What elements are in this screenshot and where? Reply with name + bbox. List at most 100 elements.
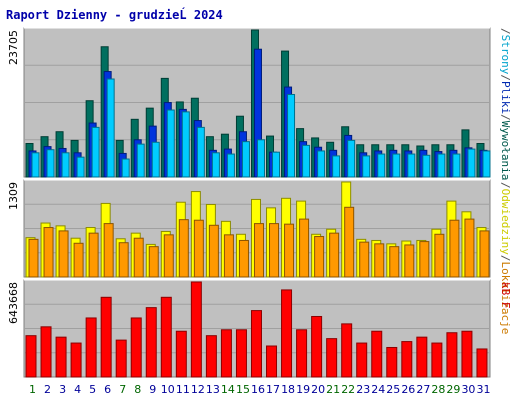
bar-lokalizacje-day-31 [479, 230, 490, 278]
x-tick-label-day-14: 14 [221, 383, 235, 396]
bar-kb-f-day-26 [401, 341, 413, 378]
bar-lokalizacje-day-4 [73, 242, 84, 278]
legend-entry: / [499, 182, 512, 189]
bar-lokalizacje-day-2 [43, 227, 54, 278]
bar-strony-day-22 [347, 139, 356, 178]
x-tick-label-day-16: 16 [251, 383, 265, 396]
bar-strony-day-16 [256, 139, 265, 178]
x-tick-label-day-24: 24 [371, 383, 385, 396]
bar-strony-day-11 [181, 111, 190, 178]
bar-strony-day-27 [422, 154, 431, 178]
bar-lokalizacje-day-9 [148, 246, 159, 278]
x-tick-label-day-10: 10 [161, 383, 175, 396]
legend-entry: Pliki [499, 81, 512, 114]
bar-strony-day-19 [302, 144, 311, 178]
bar-kb-f-day-23 [356, 342, 368, 378]
bar-kb-f-day-29 [446, 332, 458, 378]
x-tick-label-day-30: 30 [461, 383, 475, 396]
bar-strony-day-4 [76, 156, 85, 178]
bar-kb-f-day-2 [40, 326, 52, 378]
bar-lokalizacje-day-6 [103, 223, 114, 278]
bar-strony-day-17 [272, 151, 281, 178]
bar-kb-f-day-19 [296, 329, 308, 378]
bar-strony-day-14 [226, 153, 235, 178]
bar-strony-day-26 [407, 153, 416, 178]
legend: /Strony/Pliki/Wywołania [499, 28, 512, 180]
bar-kb-f-day-8 [130, 317, 142, 378]
x-tick-label-day-13: 13 [206, 383, 220, 396]
bar-lokalizacje-day-22 [344, 206, 355, 278]
bar-kb-f-day-13 [205, 335, 217, 378]
x-tick-label-day-12: 12 [191, 383, 205, 396]
x-tick-label-day-7: 7 [119, 383, 126, 396]
bar-kb-f-day-22 [341, 323, 353, 378]
bar-lokalizacje-day-16 [253, 223, 264, 278]
bar-strony-day-15 [241, 141, 250, 178]
bar-lokalizacje-day-1 [28, 238, 39, 278]
bar-strony-day-5 [91, 126, 100, 178]
bar-strony-day-18 [287, 94, 296, 178]
bar-lokalizacje-day-28 [434, 233, 445, 278]
bar-kb-f-day-28 [431, 342, 443, 378]
x-axis-labels: 1 2 3 4 5 6 7 8 9 10 11 12 13 14 15 16 17 18 19 20 21 22 23 24 2… [29, 383, 490, 396]
x-tick-label-day-25: 25 [386, 383, 400, 396]
bar-kb-f-day-7 [115, 339, 127, 378]
bar-strony-day-20 [317, 150, 326, 178]
bar-lokalizacje-day-7 [118, 242, 129, 278]
x-tick-label-day-20: 20 [311, 383, 325, 396]
bar-kb-f-day-1 [25, 335, 37, 378]
bar-kb-f-day-30 [461, 330, 473, 378]
bar-kb-f-day-16 [250, 310, 262, 378]
chart-title: Raport Dzienny - grudzieĹ 2024 [6, 7, 223, 22]
legend-entry: Lokalizacje [499, 261, 512, 334]
bar-strony-day-10 [166, 109, 175, 178]
bar-strony-day-12 [196, 126, 205, 178]
bar-lokalizacje-day-17 [269, 223, 280, 278]
panel-bottom: 643668 kB F [7, 279, 512, 378]
bar-strony-day-1 [31, 152, 40, 178]
bar-lokalizacje-day-19 [299, 218, 310, 278]
x-tick-label-day-6: 6 [104, 383, 111, 396]
legend: /Odwiedziny/Lokalizacje [499, 182, 512, 334]
bar-kb-f-day-25 [386, 346, 398, 378]
x-tick-label-day-9: 9 [149, 383, 156, 396]
legend-entry: kB F [499, 282, 512, 309]
bar-strony-day-21 [332, 155, 341, 178]
x-tick-label-day-15: 15 [236, 383, 250, 396]
bar-strony-day-13 [211, 152, 220, 178]
x-tick-label-day-22: 22 [341, 383, 355, 396]
bar-lokalizacje-day-13 [208, 224, 219, 278]
bar-lokalizacje-day-29 [449, 219, 460, 278]
x-tick-label-day-26: 26 [401, 383, 415, 396]
chart-panels: 23705/Strony/Pliki/Wywołania1309/Odwiedz… [7, 27, 512, 396]
bar-kb-f-day-18 [281, 289, 293, 378]
y-max-label: 23705 [7, 30, 20, 65]
bar-lokalizacje-day-18 [284, 223, 295, 278]
bar-lokalizacje-day-3 [58, 230, 69, 278]
bar-kb-f-day-14 [220, 329, 232, 378]
bar-kb-f-day-27 [416, 336, 428, 378]
bar-kb-f-day-10 [160, 296, 172, 378]
bar-kb-f-day-4 [70, 342, 82, 378]
y-max-label: 1309 [7, 182, 20, 210]
x-tick-label-day-29: 29 [446, 383, 460, 396]
legend-entry: / [499, 114, 512, 121]
bar-strony-day-29 [452, 153, 461, 178]
bar-kb-f-day-24 [371, 330, 383, 378]
bar-strony-day-7 [121, 158, 130, 178]
x-tick-label-day-1: 1 [29, 383, 36, 396]
x-tick-label-day-19: 19 [296, 383, 310, 396]
x-tick-label-day-23: 23 [356, 383, 370, 396]
bar-kb-f-day-20 [311, 315, 323, 378]
x-tick-label-day-2: 2 [44, 383, 51, 396]
legend: kB F [499, 282, 512, 309]
bar-lokalizacje-day-30 [464, 218, 475, 278]
bar-kb-f-day-12 [190, 281, 202, 378]
legend-entry: / [499, 255, 512, 262]
bar-strony-day-9 [151, 141, 160, 178]
bar-lokalizacje-day-8 [133, 237, 144, 278]
legend-entry: Wywołania [499, 121, 512, 181]
bar-lokalizacje-day-24 [374, 243, 385, 278]
bar-lokalizacje-day-12 [193, 219, 204, 278]
